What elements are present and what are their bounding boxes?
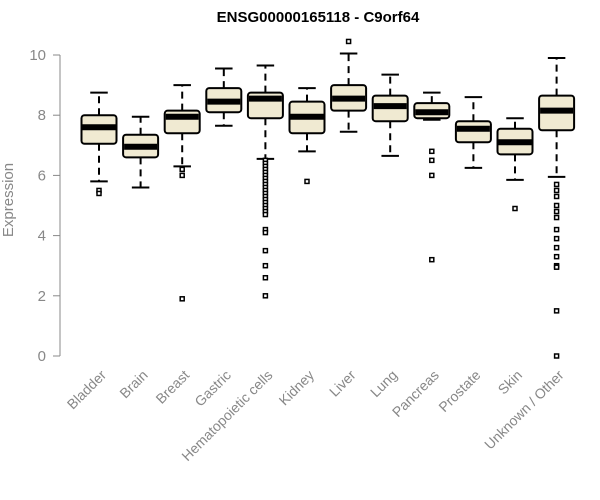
box-10 <box>454 96 492 169</box>
y-tick-label: 4 <box>38 228 46 245</box>
outlier-point <box>304 178 310 185</box>
outlier-point <box>262 247 269 254</box>
outlier-point <box>553 244 560 251</box>
box-body <box>454 120 492 144</box>
box-8 <box>371 73 409 157</box>
outlier-point <box>553 353 560 359</box>
x-tick-label: Unknown / Other <box>481 367 567 453</box>
x-tick-label: Prostate <box>435 367 483 415</box>
x-tick-label: Liver <box>326 367 359 400</box>
outlier-point <box>429 256 435 263</box>
outlier-point <box>262 211 269 218</box>
outlier-point <box>553 208 560 215</box>
y-tick-label: 10 <box>29 47 46 64</box>
outlier-point <box>512 205 518 212</box>
x-tick-label: Lung <box>367 367 400 400</box>
outlier-point <box>179 166 185 173</box>
outlier-point <box>179 296 185 302</box>
outlier-point <box>262 274 269 281</box>
box-11 <box>496 117 534 212</box>
y-axis: 0 2 4 6 8 10 <box>29 47 61 365</box>
outlier-point <box>553 253 560 260</box>
outlier-point <box>553 264 560 270</box>
outlier-point <box>553 181 560 188</box>
outlier-point <box>429 157 435 164</box>
outlier-point <box>553 214 560 221</box>
box-5 <box>246 64 284 299</box>
outlier-point <box>262 229 269 236</box>
y-tick-label: 0 <box>38 348 46 365</box>
outlier-point <box>179 172 185 179</box>
box-2 <box>122 115 160 189</box>
x-tick-label: Skin <box>495 367 526 398</box>
outlier-point <box>553 193 560 200</box>
x-tick-label: Kidney <box>276 367 318 409</box>
y-tick-label: 2 <box>38 288 46 305</box>
box-6 <box>288 87 326 185</box>
y-axis-label: Expression <box>0 163 17 237</box>
outlier-point <box>553 235 560 242</box>
box-1 <box>80 91 118 197</box>
outlier-point <box>96 190 102 197</box>
outlier-point <box>553 308 560 314</box>
plot-area <box>80 38 576 359</box>
box-3 <box>163 84 201 302</box>
x-tick-label: Bladder <box>64 367 110 413</box>
x-tick-label: Brain <box>116 367 150 401</box>
outlier-point <box>262 262 269 269</box>
box-9 <box>413 91 451 263</box>
outlier-point <box>345 38 352 45</box>
outlier-point <box>262 293 269 299</box>
outlier-point <box>553 202 560 209</box>
outlier-point <box>429 148 435 155</box>
y-tick-label: 6 <box>38 167 46 184</box>
box-7 <box>330 38 368 133</box>
outlier-point <box>553 187 560 194</box>
outlier-point <box>553 226 560 233</box>
outlier-point <box>429 172 435 179</box>
chart-title: ENSG00000165118 - C9orf64 <box>217 9 420 26</box>
box-4 <box>205 67 243 127</box>
box-12 <box>538 57 576 359</box>
x-tick-label: Breast <box>152 367 192 407</box>
y-tick-label: 8 <box>38 107 46 124</box>
